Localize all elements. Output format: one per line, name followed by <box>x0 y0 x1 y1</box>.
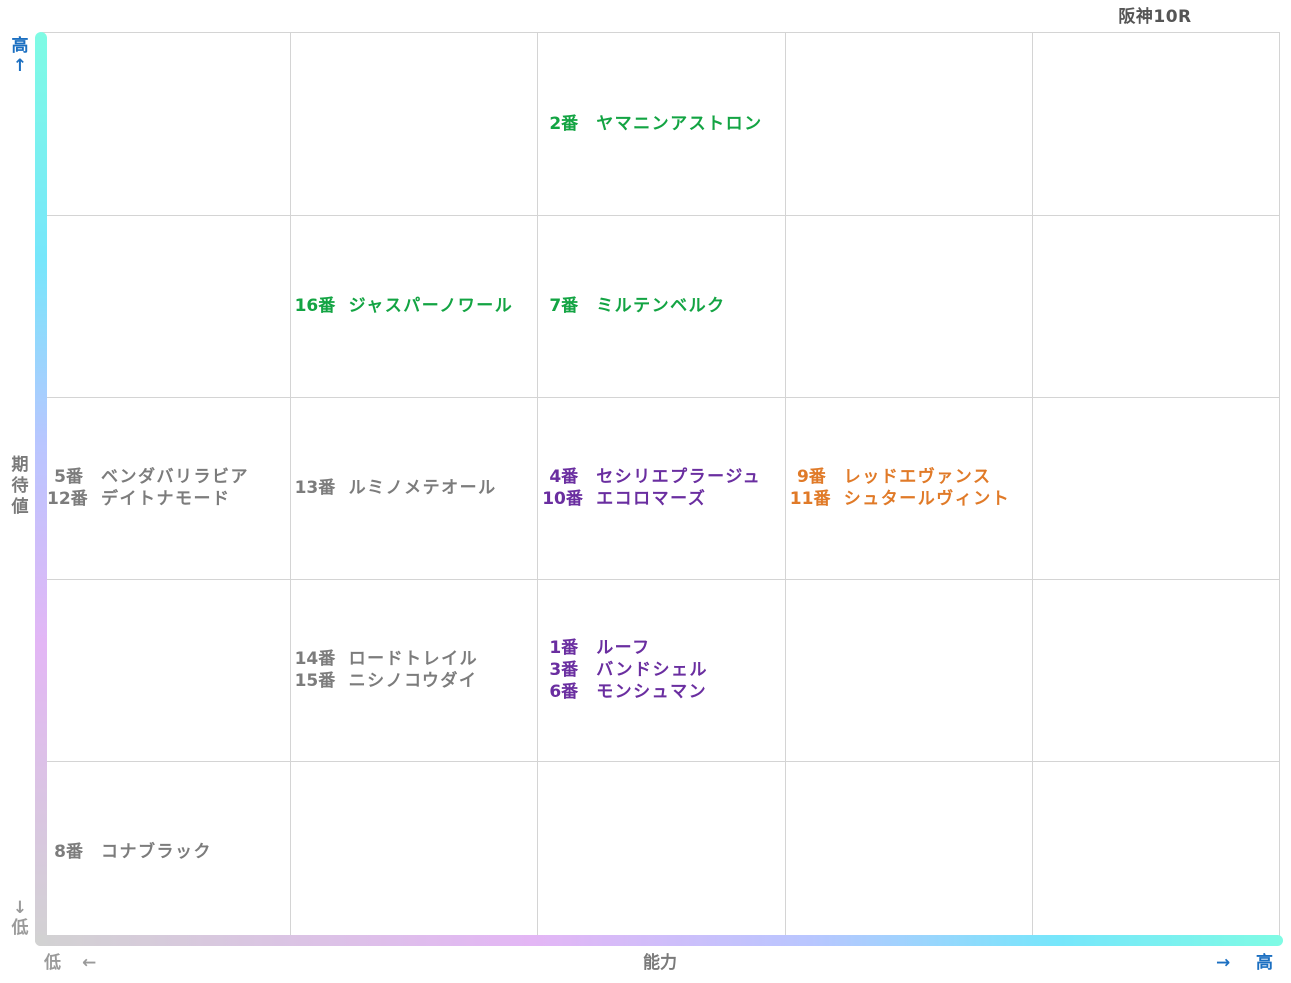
horse-name: ニシノコウダイ <box>348 671 478 691</box>
horse-name: ミルテンベルク <box>596 296 726 316</box>
y-axis-bar <box>35 32 47 946</box>
horse-entry: 9番 レッドエヴァンス <box>790 466 1011 488</box>
grid-hline <box>42 215 1279 216</box>
horse-entry: 14番 ロードトレイル <box>295 648 479 670</box>
cell-entries: 7番 ミルテンベルク <box>542 295 726 317</box>
horse-number: 11番 <box>789 489 831 509</box>
cell-entries: 8番 コナブラック <box>47 841 212 863</box>
horse-number: 3番 <box>549 660 579 680</box>
cell-entries: 9番 レッドエヴァンス 11番 シュタールヴィント <box>790 466 1011 510</box>
horse-entry: 3番 バンドシェル <box>542 659 708 681</box>
horse-number: 2番 <box>549 114 579 134</box>
horse-entry: 10番 エコロマーズ <box>542 488 761 510</box>
horse-number: 10番 <box>542 489 583 509</box>
horse-number: 8番 <box>54 842 83 862</box>
horse-name: ヤマニンアストロン <box>596 114 763 134</box>
horse-entry: 15番 ニシノコウダイ <box>295 670 479 692</box>
cell-entries: 16番 ジャスパーノワール <box>295 295 514 317</box>
horse-number: 15番 <box>294 671 336 691</box>
horse-entry: 4番 セシリエプラージュ <box>542 466 761 488</box>
x-axis-low-label: 低 <box>44 953 61 973</box>
grid-vline <box>289 33 291 942</box>
x-axis-right-arrow-icon: → <box>1216 953 1231 973</box>
y-axis-low-text: 低 <box>11 918 29 938</box>
cell-entries: 4番 セシリエプラージュ 10番 エコロマーズ <box>542 466 761 510</box>
horse-number: 9番 <box>796 467 826 487</box>
horse-entry: 8番 コナブラック <box>47 841 212 863</box>
x-axis-title: 能力 <box>643 953 677 973</box>
horse-number: 13番 <box>294 478 336 498</box>
horse-entry: 5番 ベンダバリラビア <box>47 466 249 488</box>
horse-entry: 12番 デイトナモード <box>47 488 249 510</box>
horse-number: 5番 <box>54 467 83 487</box>
horse-name: デイトナモード <box>101 489 231 509</box>
chart-grid: 2番 ヤマニンアストロン 16番 ジャスパーノワール 7番 ミルテンベルク 5番 ベンダバリラ… <box>42 32 1280 942</box>
y-axis-high-label: 高 ↑ <box>10 36 30 76</box>
horse-name: エコロマーズ <box>596 489 707 509</box>
horse-entry: 2番 ヤマニンアストロン <box>542 113 763 135</box>
horse-name: ベンダバリラビア <box>101 467 249 487</box>
horse-entry: 16番 ジャスパーノワール <box>295 295 514 317</box>
horse-number: 6番 <box>549 682 579 702</box>
horse-number: 4番 <box>549 467 579 487</box>
x-axis-bar <box>35 935 1283 946</box>
y-axis-low-label: ↓ 低 <box>10 898 30 938</box>
horse-name: セシリエプラージュ <box>596 467 762 487</box>
grid-hline <box>42 397 1279 398</box>
y-axis-high-text: 高 <box>11 36 29 56</box>
y-axis-title-text: 期待値 <box>11 455 29 517</box>
horse-name: レッドエヴァンス <box>843 467 992 487</box>
grid-vline <box>784 33 786 942</box>
cell-entries: 5番 ベンダバリラビア 12番 デイトナモード <box>47 466 249 510</box>
horse-name: モンシュマン <box>596 682 708 702</box>
x-axis-high-label: 高 <box>1256 953 1273 973</box>
y-axis-up-arrow-icon: ↑ <box>12 56 28 76</box>
horse-number: 1番 <box>549 638 579 658</box>
horse-name: ルミノメテオール <box>348 478 497 498</box>
grid-hline <box>42 579 1279 580</box>
x-axis-left-arrow-icon: ← <box>82 953 97 973</box>
horse-name: ロードトレイル <box>348 649 479 669</box>
horse-number: 12番 <box>47 489 88 509</box>
cell-entries: 2番 ヤマニンアストロン <box>542 113 763 135</box>
race-title: 阪神10R <box>1118 7 1192 27</box>
grid-hline <box>42 761 1279 762</box>
y-axis-down-arrow-icon: ↓ <box>12 898 28 918</box>
horse-entry: 11番 シュタールヴィント <box>790 488 1011 510</box>
cell-entries: 1番 ルーフ 3番 バンドシェル 6番 モンシュマン <box>542 637 708 703</box>
horse-name: シュタールヴィント <box>843 489 1011 509</box>
cell-entries: 14番 ロードトレイル 15番 ニシノコウダイ <box>295 648 479 692</box>
horse-number: 16番 <box>294 296 336 316</box>
horse-entry: 1番 ルーフ <box>542 637 708 659</box>
horse-name: バンドシェル <box>596 660 709 680</box>
cell-entries: 13番 ルミノメテオール <box>295 477 497 499</box>
horse-entry: 6番 モンシュマン <box>542 681 708 703</box>
horse-name: コナブラック <box>101 842 212 862</box>
grid-vline <box>537 33 539 942</box>
horse-number: 14番 <box>294 649 336 669</box>
horse-name: ジャスパーノワール <box>348 296 514 316</box>
horse-entry: 13番 ルミノメテオール <box>295 477 497 499</box>
horse-number: 7番 <box>549 296 579 316</box>
horse-entry: 7番 ミルテンベルク <box>542 295 726 317</box>
horse-name: ルーフ <box>596 638 651 658</box>
grid-vline <box>1032 33 1034 942</box>
y-axis-title: 期待値 <box>10 455 30 518</box>
